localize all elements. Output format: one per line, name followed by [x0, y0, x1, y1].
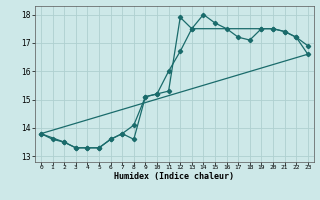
- X-axis label: Humidex (Indice chaleur): Humidex (Indice chaleur): [115, 172, 235, 181]
